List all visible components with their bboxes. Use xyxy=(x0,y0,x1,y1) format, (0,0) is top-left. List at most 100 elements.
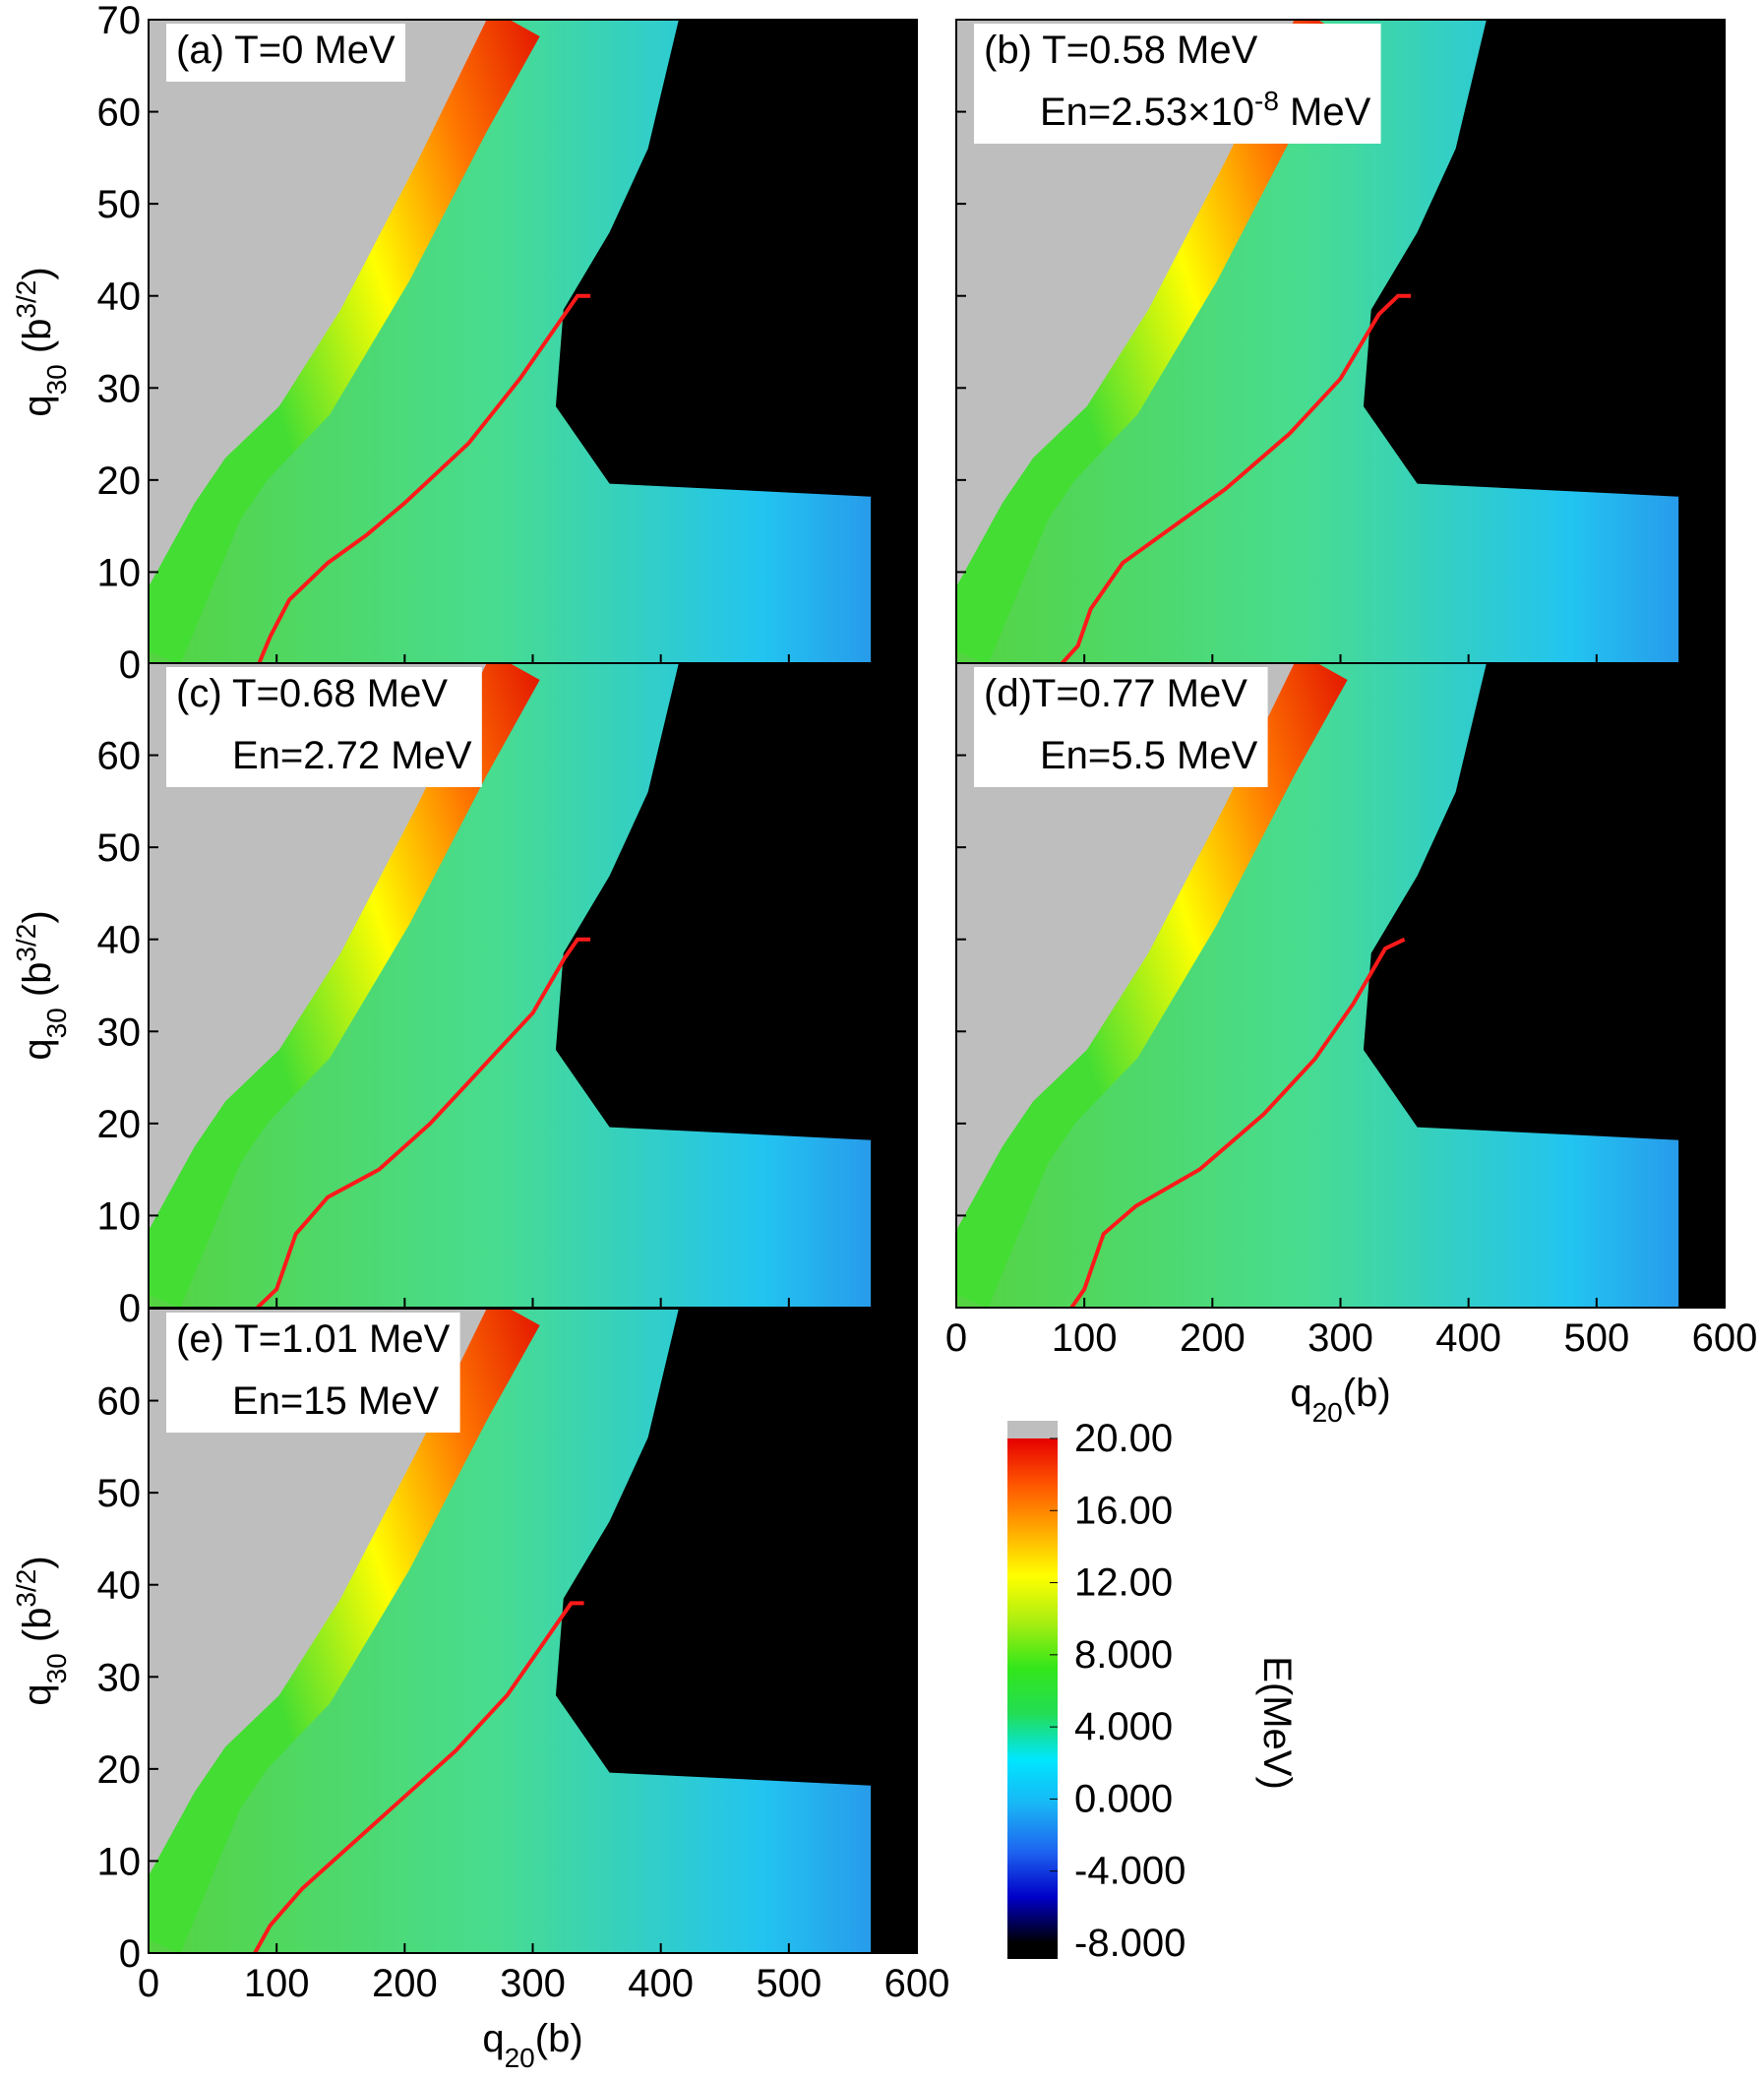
black-region xyxy=(1363,663,1725,1308)
annotation-box xyxy=(166,667,482,787)
x-tick-label: 500 xyxy=(1563,1316,1629,1360)
black-region xyxy=(1363,20,1725,664)
panel-title: (d)T=0.77 MeV xyxy=(984,672,1247,715)
x-tick-label: 200 xyxy=(372,1962,438,2005)
label-part: 20 xyxy=(505,2043,535,2073)
y-tick-label: 10 xyxy=(97,1840,142,1883)
y-tick-label: 50 xyxy=(97,183,142,226)
label-part: 3/2 xyxy=(11,1569,41,1608)
y-tick-label: 0 xyxy=(119,1932,141,1976)
annotation-box xyxy=(166,1313,460,1433)
label-part: (b) xyxy=(1343,1372,1391,1415)
panel xyxy=(149,20,917,664)
label-part: q xyxy=(16,395,59,416)
label-part: En=2.53×10 xyxy=(1040,91,1254,134)
x-tick-label: 500 xyxy=(756,1962,821,2005)
y-axis-label: q30 (b3/2) xyxy=(11,267,72,416)
label-part: q xyxy=(482,2017,504,2060)
y-tick-label: 60 xyxy=(97,735,142,778)
annotation-box xyxy=(974,24,1381,144)
y-tick-label: 70 xyxy=(97,0,142,42)
panel-title: (b) T=0.58 MeV xyxy=(984,29,1258,72)
label-part: En=2.72 MeV xyxy=(232,734,472,777)
y-tick-label: 40 xyxy=(97,275,142,319)
x-tick-label: 400 xyxy=(1435,1316,1501,1360)
fission-path xyxy=(1069,937,1406,1308)
y-tick-label: 30 xyxy=(97,367,142,410)
colorbar-tick-label: 12.00 xyxy=(1074,1561,1173,1605)
gray-region xyxy=(956,663,1295,1231)
y-tick-label: 50 xyxy=(97,1472,142,1515)
colorbar-tick-label: 0.000 xyxy=(1074,1777,1173,1820)
y-tick-label: 20 xyxy=(97,1748,142,1792)
gray-region xyxy=(149,663,487,1231)
x-tick-label: 600 xyxy=(884,1962,950,2005)
ridge xyxy=(149,20,540,664)
y-tick-label: 30 xyxy=(97,1656,142,1699)
fission-path xyxy=(1060,293,1412,664)
label-part: 3/2 xyxy=(11,280,41,319)
y-axis-label: q30 (b3/2) xyxy=(11,1556,72,1705)
label-part: En=5.5 MeV xyxy=(1040,734,1258,777)
fission-path xyxy=(257,293,591,664)
y-tick-label: 50 xyxy=(97,826,142,870)
panel-subtitle: En=2.53×10-8 MeV xyxy=(1040,86,1371,135)
colorbar-tick-label: 4.000 xyxy=(1074,1705,1173,1748)
label-part: (b) xyxy=(535,2017,583,2060)
panel-title: (e) T=1.01 MeV xyxy=(176,1317,451,1361)
gray-region xyxy=(956,20,1295,587)
panel-title: (c) T=0.68 MeV xyxy=(176,672,448,715)
label-part: ) xyxy=(16,1556,59,1568)
label-part: q xyxy=(16,1038,59,1060)
x-tick-label: 0 xyxy=(945,1316,967,1360)
black-region xyxy=(555,1309,917,1953)
panel-subtitle: En=2.72 MeV xyxy=(232,734,472,777)
annotation-box xyxy=(974,667,1268,787)
colorbar-over xyxy=(1007,1421,1058,1438)
x-axis-label: q20(b) xyxy=(482,2017,582,2073)
x-tick-label: 400 xyxy=(628,1962,694,2005)
panel-title: (a) T=0 MeV xyxy=(176,29,395,72)
gray-region xyxy=(149,1309,487,1876)
label-part: En=15 MeV xyxy=(232,1379,439,1423)
y-tick-label: 40 xyxy=(97,919,142,962)
x-tick-label: 300 xyxy=(1308,1316,1373,1360)
colorbar-tick-label: 20.00 xyxy=(1074,1417,1173,1460)
gray-region xyxy=(149,20,487,587)
y-tick-label: 20 xyxy=(97,459,142,503)
label-part: q xyxy=(1290,1372,1311,1415)
label-part: ) xyxy=(16,267,59,279)
y-tick-label: 40 xyxy=(97,1564,142,1608)
fission-path xyxy=(253,1601,584,1953)
x-tick-label: 100 xyxy=(1052,1316,1118,1360)
x-tick-label: 600 xyxy=(1692,1316,1758,1360)
y-tick-label: 60 xyxy=(97,1380,142,1424)
label-part: MeV xyxy=(1279,91,1371,134)
y-tick-label: 10 xyxy=(97,1194,142,1238)
x-tick-label: 0 xyxy=(138,1962,159,2005)
y-tick-label: 60 xyxy=(97,92,142,135)
x-tick-label: 300 xyxy=(500,1962,566,2005)
black-region xyxy=(555,663,917,1308)
fission-path xyxy=(256,937,591,1308)
colorbar-tick-label: 8.000 xyxy=(1074,1633,1173,1677)
colorbar-tick-label: 16.00 xyxy=(1074,1489,1173,1532)
label-part: 20 xyxy=(1312,1397,1343,1428)
y-tick-label: 0 xyxy=(119,1287,141,1330)
panel-subtitle: En=15 MeV xyxy=(232,1379,439,1423)
colorbar-tick-label: -8.000 xyxy=(1074,1922,1186,1965)
label-part: -8 xyxy=(1254,86,1279,116)
x-tick-label: 100 xyxy=(244,1962,310,2005)
y-tick-label: 30 xyxy=(97,1010,142,1054)
label-part: ) xyxy=(16,910,59,923)
label-part: (b xyxy=(16,1608,59,1654)
label-part: 30 xyxy=(41,1653,72,1683)
black-region xyxy=(555,20,917,664)
label-part: 30 xyxy=(41,1008,72,1038)
colorbar-under xyxy=(1007,1943,1058,1959)
label-part: (b xyxy=(16,319,59,365)
y-axis-label: q30 (b3/2) xyxy=(11,910,72,1060)
panel-subtitle: En=5.5 MeV xyxy=(1040,734,1258,777)
label-part: (b xyxy=(16,962,59,1009)
